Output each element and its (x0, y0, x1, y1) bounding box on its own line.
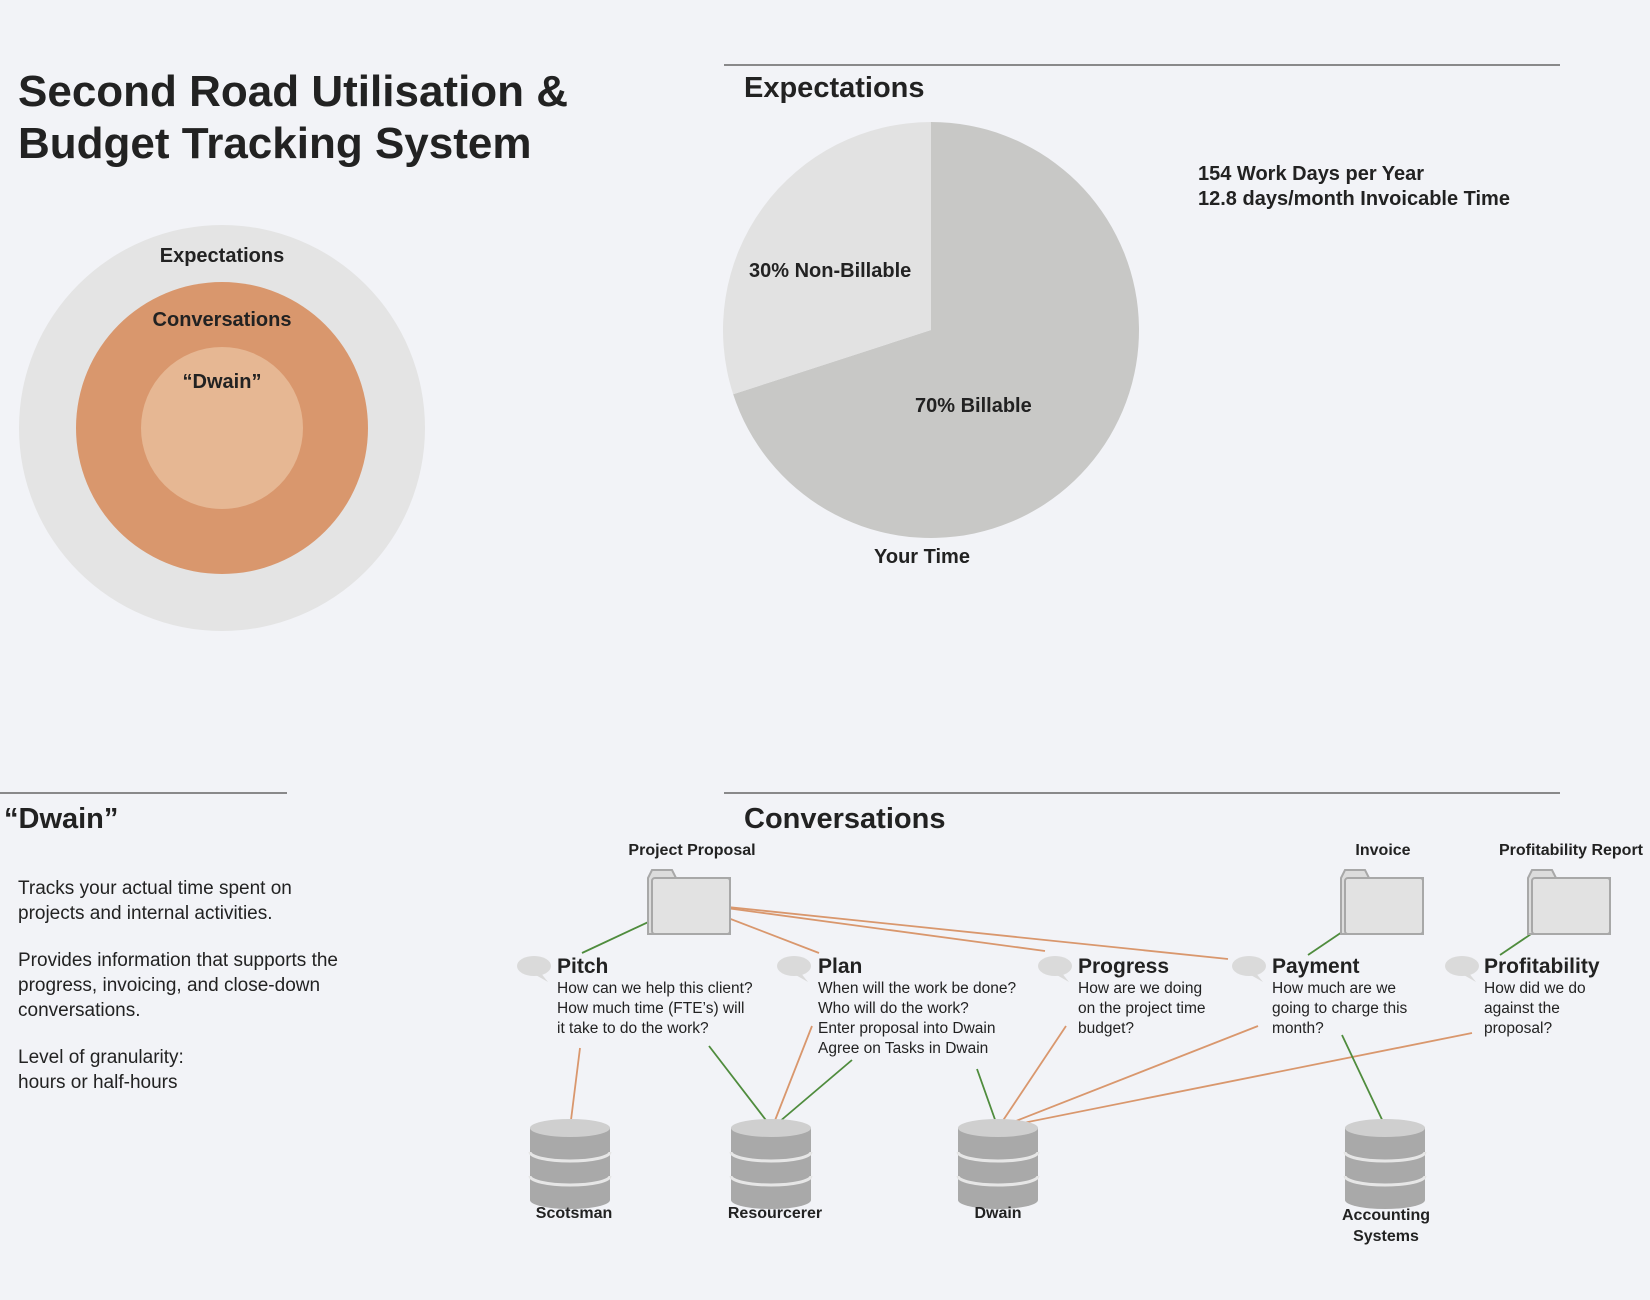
conversation-question: against the (1484, 1000, 1560, 1017)
dwain-heading: “Dwain” (4, 803, 119, 835)
conversation-question: How are we doing (1078, 980, 1203, 997)
conversation-question: Enter proposal into Dwain (818, 1020, 996, 1037)
conversation-progress: Progress How are we doing on the project… (1078, 954, 1206, 1039)
conversation-question: on the project time (1078, 1000, 1206, 1017)
speech-bubble-icon (1038, 956, 1072, 982)
circle-dwain (141, 347, 303, 509)
circle-label-dwain: “Dwain” (182, 371, 262, 393)
system-label-dwain: Dwain (974, 1205, 1022, 1222)
system-label-line: Systems (1353, 1228, 1419, 1245)
conversation-title: Pitch (557, 955, 609, 978)
speech-bubble-icon (1445, 956, 1479, 982)
stat-work-days: 154 Work Days per Year (1198, 163, 1425, 185)
stats: 154 Work Days per Year 12.8 days/month I… (1198, 162, 1510, 212)
stat-invoicable-time: 12.8 days/month Invoicable Time (1198, 188, 1510, 210)
conversation-question: How much time (FTE’s) will (557, 1000, 745, 1017)
conversation-plan: Plan When will the work be done? Who wil… (818, 954, 1016, 1059)
pie-label-non-billable: 30% Non-Billable (749, 260, 912, 282)
conversation-question: it take to do the work? (557, 1020, 709, 1037)
conversation-title: Payment (1272, 955, 1360, 978)
conversation-question: going to charge this (1272, 1000, 1408, 1017)
pie-label-billable: 70% Billable (915, 395, 1032, 417)
system-label-resourcerer: Resourcerer (727, 1205, 823, 1222)
conversation-question: How much are we (1272, 980, 1397, 997)
database-icon (729, 1119, 813, 1209)
conversation-question: Agree on Tasks in Dwain (818, 1040, 989, 1057)
database-icon (528, 1119, 612, 1209)
orange-connections (569, 902, 1473, 1129)
circle-label-conversations: Conversations (152, 309, 292, 331)
speech-bubble-icon (517, 956, 551, 982)
conversation-payment: Payment How much are we going to charge … (1272, 954, 1407, 1039)
speech-bubble-icon (1232, 956, 1266, 982)
conversation-question: How did we do (1484, 980, 1586, 997)
dwain-description: Tracks your actual time spent on project… (18, 876, 348, 1117)
dwain-paragraph: Tracks your actual time spent on project… (18, 878, 292, 924)
system-label-scotsman: Scotsman (535, 1205, 613, 1222)
conversation-question: Who will do the work? (818, 1000, 969, 1017)
pie-slice-non-billable (723, 122, 931, 395)
conversation-question: When will the work be done? (818, 980, 1017, 997)
dwain-paragraph: Level of granularity: hours or half-hour… (18, 1047, 184, 1093)
document-label-invoice: Invoice (1355, 842, 1411, 859)
folder-icon (1527, 869, 1611, 935)
folder-icon (647, 869, 731, 935)
system-label-line: Accounting (1342, 1207, 1430, 1224)
pie-slice-billable (733, 122, 1139, 538)
dwain-paragraph: Provides information that supports the p… (18, 950, 339, 1021)
conversation-question: How can we help this client? (557, 980, 753, 997)
speech-bubble-icon (777, 956, 811, 982)
conversation-question: month? (1272, 1020, 1324, 1037)
database-icon (1343, 1119, 1427, 1209)
database-icon (956, 1119, 1040, 1209)
document-label-project-proposal: Project Proposal (628, 842, 756, 859)
expectations-heading: Expectations (744, 72, 925, 104)
pie-chart (723, 122, 1139, 538)
conversation-question: budget? (1078, 1020, 1135, 1037)
conversation-profitability: Profitability How did we do against the … (1484, 954, 1600, 1039)
circle-label-expectations: Expectations (159, 245, 285, 267)
page-title: Second Road Utilisation & Budget Trackin… (18, 67, 569, 168)
conversation-pitch: Pitch How can we help this client? How m… (557, 954, 753, 1039)
conversation-question: proposal? (1484, 1020, 1553, 1037)
pie-caption: Your Time (874, 546, 970, 568)
document-label-profitability-report: Profitability Report (1498, 842, 1643, 859)
conversations-heading: Conversations (744, 803, 946, 835)
speech-bubble-icons (517, 956, 1479, 982)
conversation-title: Plan (818, 955, 863, 978)
conversation-title: Progress (1078, 955, 1170, 978)
folder-icon (1340, 869, 1424, 935)
conversation-title: Profitability (1484, 955, 1600, 978)
system-label-accounting-systems: Accounting Systems (1326, 1205, 1446, 1247)
